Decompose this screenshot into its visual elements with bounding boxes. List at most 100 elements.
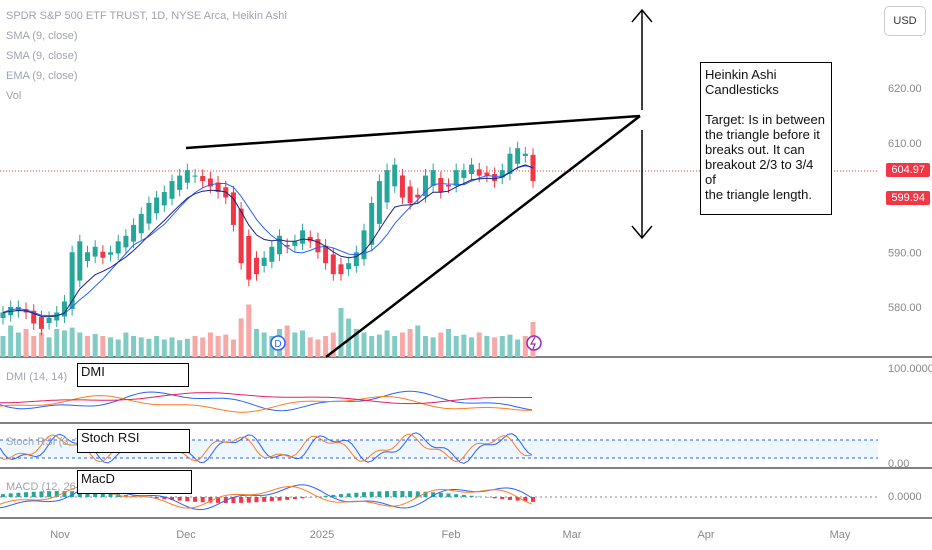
volume-bar xyxy=(177,340,183,357)
candle-body xyxy=(430,170,436,186)
pane-axis-label: 0.0000 xyxy=(888,491,922,503)
macd-histogram-bar xyxy=(515,497,520,501)
dividend-marker-label: D xyxy=(274,339,281,350)
candle-body xyxy=(77,241,83,281)
volume-bar xyxy=(0,336,6,357)
macd-histogram-bar xyxy=(231,497,236,503)
volume-bar xyxy=(469,337,475,357)
macd-histogram-bar xyxy=(269,497,274,502)
event-marker xyxy=(526,335,542,351)
macd-histogram-bar xyxy=(162,497,167,500)
candle-body xyxy=(277,235,283,255)
macd-histogram-bar xyxy=(500,497,505,500)
volume-bar xyxy=(215,336,221,357)
volume-bar xyxy=(515,339,521,357)
x-tick-label: Dec xyxy=(176,529,196,541)
candle-body xyxy=(376,181,382,224)
candle-body xyxy=(131,224,137,242)
indicator-sma-2: SMA (9, close) xyxy=(6,50,78,62)
candle-body xyxy=(346,263,352,270)
candle-body xyxy=(422,175,428,197)
candle-body xyxy=(215,182,221,193)
indicator-vol: Vol xyxy=(6,90,22,102)
dmi-legend: DMI (14, 14) xyxy=(6,371,68,383)
candle-body xyxy=(492,174,498,182)
macd-histogram-bar xyxy=(408,491,413,497)
candle-body xyxy=(269,246,275,262)
x-tick-label: Nov xyxy=(50,529,70,541)
macd-histogram-bar xyxy=(461,494,466,497)
candle-body xyxy=(69,252,75,309)
candle-body xyxy=(476,169,482,176)
candle-body xyxy=(0,312,6,318)
volume-bar xyxy=(200,337,206,357)
macd-histogram-bar xyxy=(392,491,397,497)
stoch-label-box: Stoch RSI xyxy=(77,429,190,453)
volume-bar xyxy=(23,329,29,357)
candle-body xyxy=(361,230,367,260)
x-tick-label: Apr xyxy=(697,529,714,541)
note-line: breaks out. It can xyxy=(705,142,805,157)
event-marker-icon xyxy=(529,336,536,350)
candle-body xyxy=(207,178,213,187)
candle-body xyxy=(292,241,298,246)
x-tick-label: Feb xyxy=(442,529,461,541)
macd-histogram-bar xyxy=(300,497,305,499)
macd-histogram-bar xyxy=(400,491,405,497)
macd-histogram-bar xyxy=(415,491,420,497)
macd-histogram-bar xyxy=(62,491,67,497)
macd-histogram-bar xyxy=(24,492,29,497)
macd-histogram-bar xyxy=(100,492,105,497)
macd-histogram-bar xyxy=(385,491,390,497)
candle-body xyxy=(46,317,52,323)
volume-bar xyxy=(369,336,375,357)
candle-body xyxy=(154,197,160,214)
macd-histogram-bar xyxy=(93,492,98,497)
volume-bar xyxy=(522,336,528,357)
macd-histogram-bar xyxy=(262,497,267,502)
candle-body xyxy=(115,241,121,254)
candle-body xyxy=(415,194,421,198)
candle-body xyxy=(84,252,90,261)
triangle-lower-line xyxy=(325,115,641,358)
volume-bar xyxy=(307,337,313,357)
volume-bar xyxy=(346,318,352,357)
macd-histogram-bar xyxy=(507,497,512,500)
candle-body xyxy=(522,153,528,156)
candle-body xyxy=(353,252,359,267)
macd-histogram-bar xyxy=(523,497,528,502)
macd-histogram-bar xyxy=(216,497,221,503)
volume-bar xyxy=(453,336,459,357)
note-line: Target: Is in between xyxy=(705,112,825,127)
dividend-marker xyxy=(270,335,286,351)
volume-bar xyxy=(384,330,390,357)
volume-bar xyxy=(492,337,498,357)
macd-histogram-bar xyxy=(338,494,343,497)
triangle-upper-line xyxy=(185,114,641,150)
macd-histogram-bar xyxy=(369,491,374,497)
volume-bar xyxy=(46,337,52,357)
volume-bar xyxy=(476,332,482,357)
candle-body xyxy=(330,254,336,275)
dmi-minus-line xyxy=(0,395,533,413)
arrow-up-head xyxy=(631,8,653,23)
volume-bar xyxy=(184,338,190,357)
x-tick-label: 2025 xyxy=(310,529,334,541)
macd-histogram-bar xyxy=(70,491,75,497)
macd-histogram-bar xyxy=(108,493,113,497)
macd-histogram-bar xyxy=(346,493,351,497)
volume-bar xyxy=(261,332,267,357)
candle-body xyxy=(161,192,167,206)
currency-button[interactable]: USD xyxy=(884,6,926,36)
sma-line xyxy=(2,165,534,317)
volume-bar xyxy=(15,332,21,357)
candle-body xyxy=(407,186,413,203)
candle-body xyxy=(399,175,405,198)
candle-body xyxy=(253,257,259,275)
x-tick-label: May xyxy=(830,529,851,541)
macd-label-box: MacD xyxy=(77,470,192,494)
volume-bar xyxy=(507,334,513,357)
volume-bar xyxy=(430,337,436,357)
